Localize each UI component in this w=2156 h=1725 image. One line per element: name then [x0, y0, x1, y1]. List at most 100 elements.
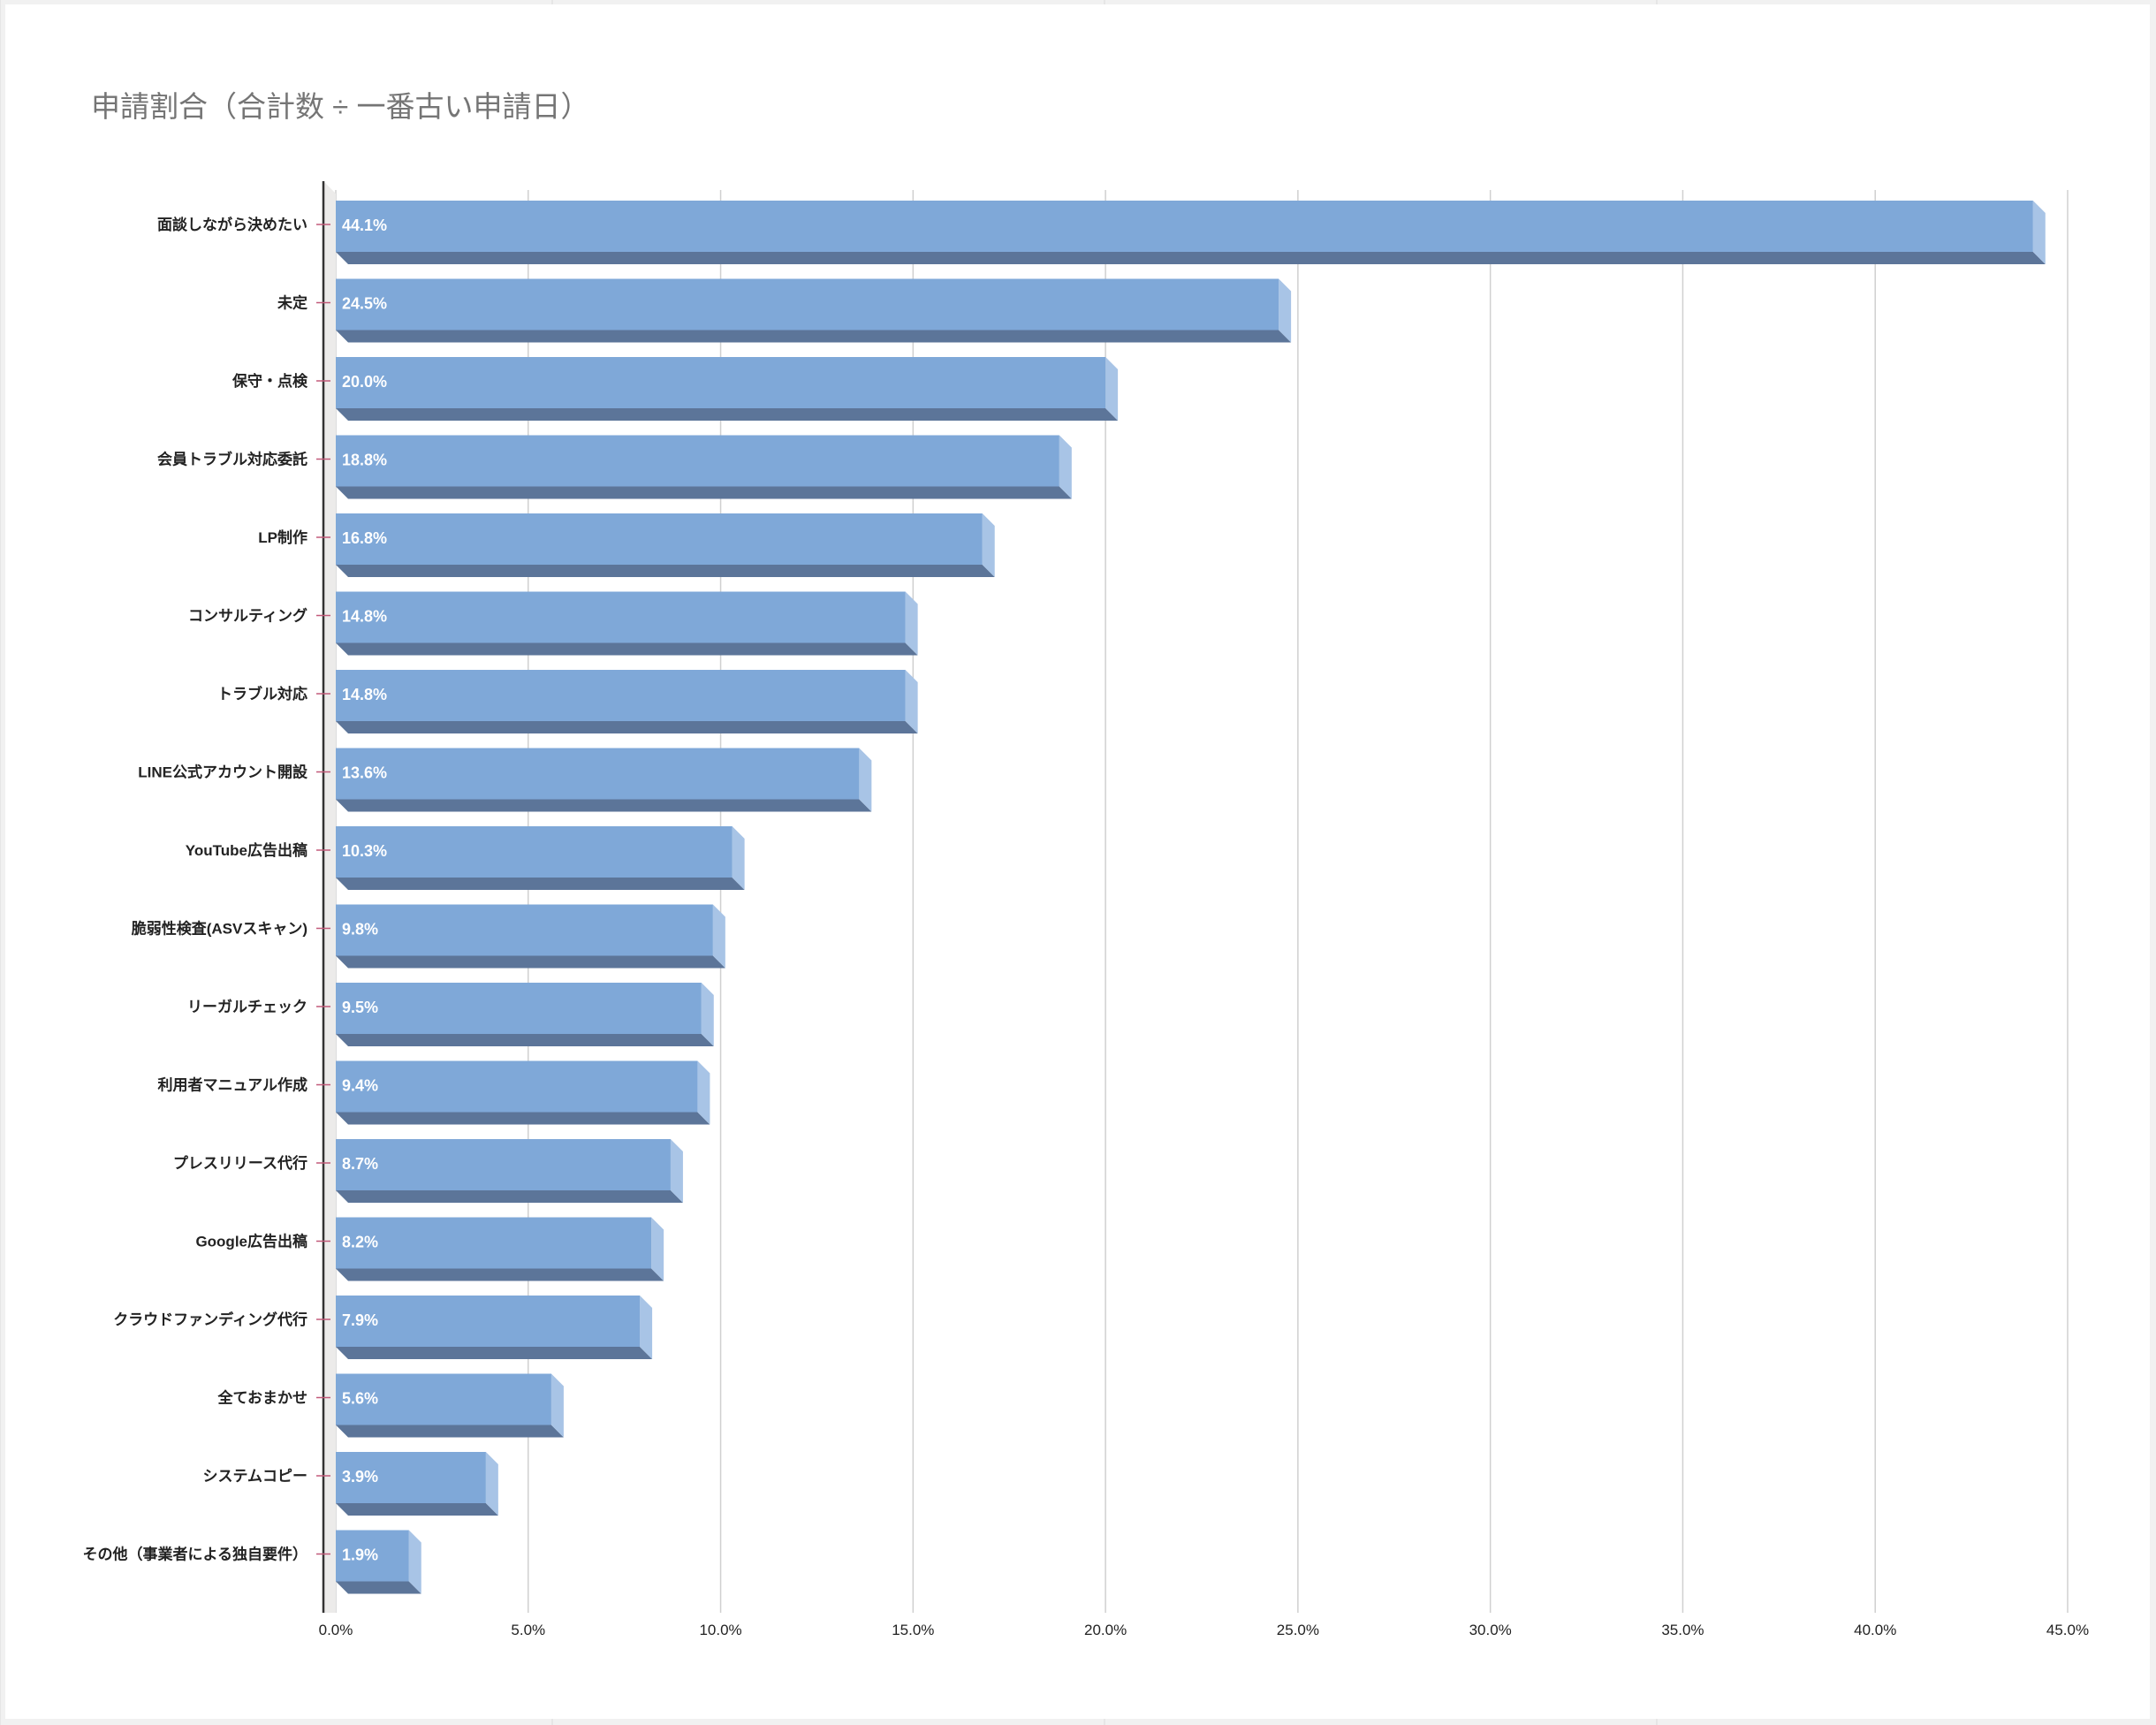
bars: 44.1% 24.5% 20.0% 18.8% 16.8% 14.8% 14.8% 13.6%… — [336, 201, 2046, 1594]
bar — [336, 278, 1279, 331]
bar — [336, 1530, 409, 1582]
bar-end-face — [485, 1452, 498, 1516]
bar — [336, 1373, 551, 1425]
bar-end-face — [1279, 278, 1292, 343]
bar — [336, 1060, 698, 1113]
chart-wall — [323, 181, 336, 1613]
x-tick-label: 30.0% — [1469, 1622, 1512, 1638]
bar-end-face — [651, 1217, 664, 1281]
bar-bottom-face — [336, 486, 1072, 499]
bar-end-face — [640, 1296, 653, 1359]
bar-bottom-face — [336, 1112, 710, 1125]
y-category-label: システムコピー — [203, 1468, 308, 1485]
x-tick-label: 15.0% — [892, 1622, 934, 1638]
bar — [336, 904, 713, 956]
bar — [336, 513, 983, 565]
bar-bottom-face — [336, 1503, 498, 1516]
bar-data-label: 1.9% — [342, 1546, 378, 1564]
y-category-label: 脆弱性検査(ASVスキャン) — [131, 920, 307, 938]
chart-title: 申請割合（合計数 ÷ 一番古い申請日） — [91, 90, 590, 123]
y-category-label: クラウドファンディング代行 — [113, 1311, 307, 1328]
bar-end-face — [859, 748, 872, 812]
bar-bottom-face — [336, 878, 745, 890]
bar-end-face — [905, 670, 918, 733]
x-tick-label: 20.0% — [1084, 1622, 1127, 1638]
bar-end-face — [1105, 357, 1119, 421]
bar-data-label: 44.1% — [342, 217, 387, 234]
bar-data-label: 10.3% — [342, 842, 387, 860]
bar-data-label: 13.6% — [342, 764, 387, 782]
y-category-label: トラブル対応 — [217, 685, 307, 703]
bar-bottom-face — [336, 721, 918, 733]
y-category-label: YouTube広告出稿 — [186, 841, 307, 859]
y-category-label: 会員トラブル対応委託 — [157, 451, 307, 468]
gridlines — [335, 190, 2069, 1613]
bar-bottom-face — [336, 1347, 653, 1359]
bar-end-face — [905, 591, 918, 656]
y-category-label: その他（事業者による独自要件） — [83, 1546, 308, 1563]
bar — [336, 1296, 641, 1347]
y-category-label: プレスリリース代行 — [173, 1154, 307, 1172]
bar-data-label: 9.8% — [342, 921, 378, 938]
y-category-label: 面談しながら決めたい — [157, 216, 307, 233]
x-tick-label: 10.0% — [699, 1622, 741, 1638]
x-tick-label: 25.0% — [1277, 1622, 1319, 1638]
y-category-label: LP制作 — [258, 528, 307, 546]
y-category-label: Google広告出稿 — [195, 1233, 307, 1250]
x-tick-label: 40.0% — [1854, 1622, 1896, 1638]
bar-data-label: 8.2% — [342, 1234, 378, 1251]
bar-data-label: 9.4% — [342, 1077, 378, 1095]
y-category-label: LINE公式アカウント開設 — [138, 764, 308, 781]
chart-side-wall — [323, 181, 336, 1613]
bar-end-face — [1059, 435, 1072, 499]
bar-end-face — [2032, 201, 2046, 264]
bar-bottom-face — [336, 330, 1292, 343]
bar-end-face — [408, 1530, 421, 1594]
y-category-label: 全ておまかせ — [217, 1389, 308, 1407]
bar-data-label: 3.9% — [342, 1468, 378, 1486]
bar — [336, 826, 733, 878]
bar-data-label: 14.8% — [342, 686, 387, 703]
bar-bottom-face — [336, 1190, 683, 1203]
y-category-label: リーガルチェック — [187, 999, 307, 1015]
bar-data-label: 9.5% — [342, 999, 378, 1016]
bar-data-label: 7.9% — [342, 1311, 378, 1329]
bar-data-label: 14.8% — [342, 608, 387, 626]
bar-data-label: 8.7% — [342, 1155, 378, 1173]
bar — [336, 1452, 486, 1503]
bar-end-face — [712, 904, 725, 969]
bar — [336, 1139, 671, 1190]
bar-bottom-face — [336, 799, 872, 812]
y-category-label: 未定 — [277, 294, 307, 312]
bar-bottom-face — [336, 955, 725, 969]
bar-bottom-face — [336, 1034, 714, 1046]
bar — [336, 1217, 652, 1269]
bar-data-label: 18.8% — [342, 452, 387, 469]
bar-chart: 44.1% 24.5% 20.0% 18.8% 16.8% 14.8% 14.8% 13.6%… — [83, 181, 2089, 1638]
bar-bottom-face — [336, 1268, 664, 1281]
bar-end-face — [670, 1139, 683, 1203]
chart-area[interactable]: 申請割合（合計数 ÷ 一番古い申請日） 44.1% 24.5% 20.0% 18.8%… — [5, 4, 2150, 1719]
bar — [336, 435, 1059, 487]
bar-bottom-face — [336, 1425, 564, 1438]
bar-end-face — [732, 826, 745, 890]
bar-bottom-face — [336, 565, 995, 577]
axes: 0.0% 5.0% 10.0% 15.0% 20.0% 25.0% 30.0% 35.0% 40… — [83, 181, 2089, 1638]
bar-end-face — [550, 1373, 564, 1438]
bar-bottom-face — [336, 252, 2046, 264]
bar-bottom-face — [336, 1581, 421, 1594]
bar-data-label: 16.8% — [342, 529, 387, 547]
y-category-label: コンサルティング — [188, 607, 307, 625]
bar-end-face — [701, 983, 714, 1046]
bar — [336, 983, 702, 1034]
bar-data-label: 20.0% — [342, 373, 387, 391]
bar-end-face — [697, 1060, 710, 1125]
bar-bottom-face — [336, 642, 918, 656]
bar — [336, 748, 860, 800]
bar — [336, 201, 2033, 252]
x-tick-label: 5.0% — [511, 1622, 545, 1638]
bar-data-label: 5.6% — [342, 1390, 378, 1408]
x-tick-label: 35.0% — [1661, 1622, 1704, 1638]
bar — [336, 591, 906, 643]
bar-end-face — [982, 513, 995, 577]
